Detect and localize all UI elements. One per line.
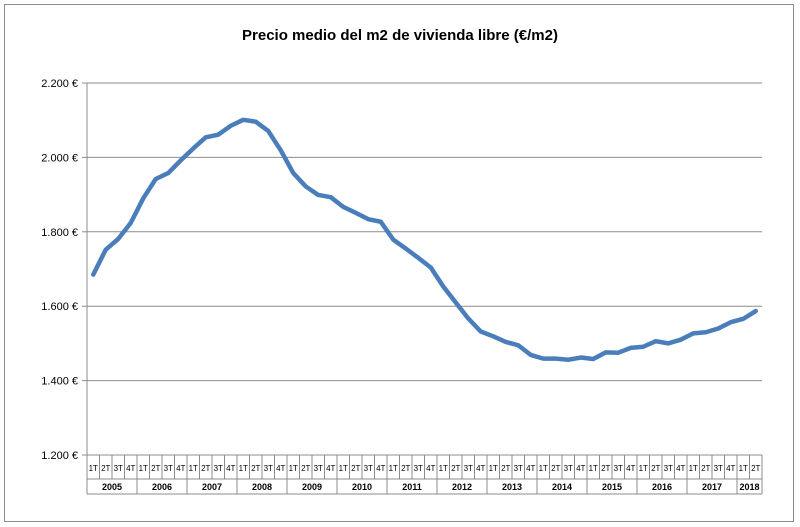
quarter-label: 1T [239, 464, 248, 473]
year-label: 2014 [552, 482, 572, 492]
quarter-label: 4T [426, 464, 435, 473]
y-tick-label: 2.000 € [41, 152, 78, 164]
quarter-label: 2T [701, 464, 710, 473]
year-label: 2012 [452, 482, 472, 492]
quarter-label: 2T [201, 464, 210, 473]
year-label: 2011 [402, 482, 422, 492]
quarter-label: 4T [326, 464, 335, 473]
year-label: 2013 [502, 482, 522, 492]
quarter-label: 1T [339, 464, 348, 473]
year-label: 2008 [252, 482, 272, 492]
quarter-label: 1T [489, 464, 498, 473]
year-label: 2015 [602, 482, 622, 492]
quarter-label: 4T [176, 464, 185, 473]
quarter-label: 3T [514, 464, 523, 473]
quarter-label: 4T [526, 464, 535, 473]
quarter-label: 3T [564, 464, 573, 473]
quarter-label: 3T [614, 464, 623, 473]
quarter-label: 1T [439, 464, 448, 473]
quarter-label: 1T [389, 464, 398, 473]
quarter-label: 2T [251, 464, 260, 473]
quarter-label: 3T [214, 464, 223, 473]
quarter-label: 4T [126, 464, 135, 473]
y-tick-label: 1.600 € [41, 301, 78, 313]
quarter-label: 2T [351, 464, 360, 473]
quarter-label: 1T [539, 464, 548, 473]
quarter-label: 2T [501, 464, 510, 473]
y-tick-label: 1.800 € [41, 227, 78, 239]
quarter-label: 4T [576, 464, 585, 473]
quarter-label: 2T [151, 464, 160, 473]
quarter-label: 3T [414, 464, 423, 473]
quarter-label: 2T [451, 464, 460, 473]
y-tick-label: 1.200 € [41, 450, 78, 462]
quarter-label: 1T [89, 464, 98, 473]
quarter-label: 3T [114, 464, 123, 473]
year-label: 2006 [152, 482, 172, 492]
quarter-label: 1T [689, 464, 698, 473]
quarter-label: 4T [626, 464, 635, 473]
quarter-label: 2T [751, 464, 760, 473]
quarter-label: 4T [726, 464, 735, 473]
quarter-label: 4T [276, 464, 285, 473]
quarter-label: 2T [601, 464, 610, 473]
year-label: 2010 [352, 482, 372, 492]
y-tick-label: 2.200 € [41, 78, 78, 90]
quarter-label: 1T [289, 464, 298, 473]
quarter-label: 1T [589, 464, 598, 473]
year-label: 2018 [739, 482, 759, 492]
year-label: 2007 [202, 482, 222, 492]
quarter-label: 2T [101, 464, 110, 473]
quarter-label: 1T [639, 464, 648, 473]
quarter-label: 3T [164, 464, 173, 473]
quarter-label: 2T [651, 464, 660, 473]
y-tick-label: 1.400 € [41, 376, 78, 388]
quarter-label: 3T [364, 464, 373, 473]
quarter-label: 4T [676, 464, 685, 473]
year-label: 2009 [302, 482, 322, 492]
series-line [91, 117, 758, 363]
quarter-label: 4T [376, 464, 385, 473]
quarter-label: 2T [551, 464, 560, 473]
quarter-label: 3T [714, 464, 723, 473]
quarter-label: 3T [664, 464, 673, 473]
quarter-label: 1T [739, 464, 748, 473]
quarter-label: 1T [139, 464, 148, 473]
year-label: 2017 [702, 482, 722, 492]
quarter-label: 3T [464, 464, 473, 473]
quarter-label: 2T [301, 464, 310, 473]
quarter-label: 3T [264, 464, 273, 473]
quarter-label: 3T [314, 464, 323, 473]
year-label: 2005 [102, 482, 122, 492]
quarter-label: 4T [226, 464, 235, 473]
chart-frame [4, 4, 794, 522]
quarter-label: 1T [189, 464, 198, 473]
chart-title: Precio medio del m2 de vivienda libre (€… [242, 27, 558, 44]
year-label: 2016 [652, 482, 672, 492]
quarter-label: 4T [476, 464, 485, 473]
quarter-label: 2T [401, 464, 410, 473]
